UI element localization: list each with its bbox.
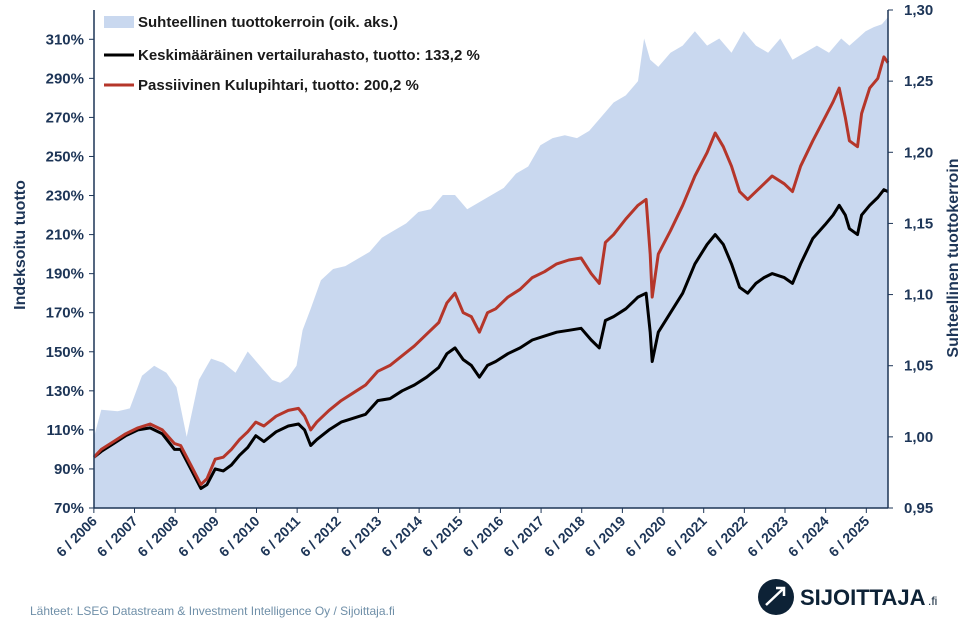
left-tick-label: 250% bbox=[46, 148, 84, 165]
right-tick-label: 1,20 bbox=[904, 144, 933, 161]
legend: Suhteellinen tuottokerroin (oik. aks.) K… bbox=[104, 14, 480, 94]
x-tick-label: 6 / 2022 bbox=[703, 513, 750, 560]
x-tick-label: 6 / 2006 bbox=[53, 513, 100, 560]
left-tick-label: 90% bbox=[54, 461, 84, 478]
left-tick-label: 210% bbox=[46, 227, 84, 244]
left-tick-label: 70% bbox=[54, 500, 84, 517]
series-line-benchmark bbox=[93, 188, 889, 490]
x-tick-label: 6 / 2021 bbox=[663, 513, 710, 560]
legend-label-benchmark: Keskimääräinen vertailurahasto, tuotto: … bbox=[138, 47, 480, 64]
x-tick-label: 6 / 2007 bbox=[94, 513, 141, 560]
left-tick-label: 170% bbox=[46, 305, 84, 322]
x-tick-label: 6 / 2016 bbox=[459, 513, 506, 560]
arrow-up-right-icon bbox=[765, 586, 786, 606]
x-tick-label: 6 / 2011 bbox=[257, 513, 304, 560]
left-tick-label: 290% bbox=[46, 70, 84, 87]
series-area-relative-factor bbox=[94, 17, 888, 508]
x-tick-label: 6 / 2010 bbox=[216, 513, 263, 560]
y2-axis-title: Suhteellinen tuottokerroin bbox=[945, 158, 962, 357]
x-tick-label: 6 / 2017 bbox=[500, 513, 547, 560]
plot-area bbox=[92, 17, 890, 508]
left-axis-ticks: 70% 90% 110% 130% 150% 170% 190% 210% 230% 250% 27… bbox=[46, 31, 94, 517]
legend-swatch-area bbox=[104, 16, 134, 28]
left-tick-label: 110% bbox=[46, 422, 84, 439]
left-tick-label: 130% bbox=[46, 383, 84, 400]
right-axis-ticks: 0,95 1,00 1,05 1,10 1,15 1,20 1,25 1,30 bbox=[888, 2, 933, 517]
left-tick-label: 270% bbox=[46, 109, 84, 126]
right-tick-label: 1,25 bbox=[904, 73, 933, 90]
brand-name: SIJOITTAJA bbox=[800, 585, 926, 610]
left-tick-label: 310% bbox=[46, 31, 84, 48]
right-tick-label: 1,05 bbox=[904, 358, 933, 375]
x-tick-label: 6 / 2015 bbox=[419, 513, 466, 560]
x-tick-label: 6 / 2023 bbox=[744, 513, 791, 560]
left-tick-label: 190% bbox=[46, 266, 84, 283]
x-tick-label: 6 / 2009 bbox=[175, 513, 222, 560]
legend-label-area: Suhteellinen tuottokerroin (oik. aks.) bbox=[138, 14, 398, 31]
brand-suffix: .fi bbox=[928, 594, 937, 608]
x-tick-label: 6 / 2008 bbox=[134, 513, 181, 560]
y-axis-title: Indeksoitu tuotto bbox=[12, 180, 29, 310]
right-tick-label: 1,10 bbox=[904, 287, 933, 304]
x-tick-label: 6 / 2020 bbox=[622, 513, 669, 560]
right-tick-label: 1,00 bbox=[904, 429, 933, 446]
x-tick-label: 6 / 2018 bbox=[541, 513, 588, 560]
source-text: Lähteet: LSEG Datastream & Investment In… bbox=[30, 604, 395, 618]
right-tick-label: 0,95 bbox=[904, 500, 933, 517]
right-tick-label: 1,30 bbox=[904, 2, 933, 19]
brand-logo: SIJOITTAJA .fi bbox=[758, 579, 937, 615]
series-line-passive bbox=[92, 55, 890, 487]
x-tick-label: 6 / 2024 bbox=[785, 513, 832, 560]
legend-label-passive: Passiivinen Kulupihtari, tuotto: 200,2 % bbox=[138, 77, 419, 94]
x-tick-label: 6 / 2025 bbox=[825, 513, 872, 560]
x-tick-label: 6 / 2012 bbox=[297, 513, 344, 560]
left-tick-label: 230% bbox=[46, 188, 84, 205]
x-tick-label: 6 / 2019 bbox=[581, 513, 628, 560]
right-tick-label: 1,15 bbox=[904, 215, 933, 232]
x-tick-label: 6 / 2013 bbox=[337, 513, 384, 560]
x-tick-label: 6 / 2014 bbox=[378, 513, 425, 560]
left-tick-label: 150% bbox=[46, 344, 84, 361]
